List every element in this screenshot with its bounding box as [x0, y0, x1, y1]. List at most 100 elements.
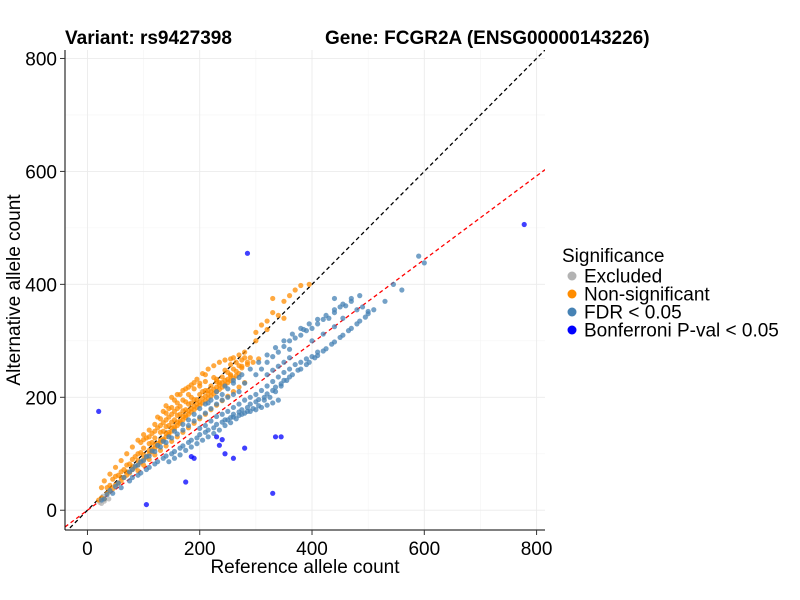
data-point	[228, 420, 234, 426]
data-point	[365, 308, 371, 315]
data-point	[244, 361, 251, 368]
data-point	[121, 474, 127, 481]
data-point	[197, 414, 203, 420]
chart-title-variant: Variant: rs9427398	[65, 28, 232, 49]
data-point	[258, 322, 265, 328]
data-point	[140, 431, 147, 438]
data-point	[261, 397, 267, 403]
data-point	[239, 365, 245, 371]
data-point	[199, 437, 206, 443]
data-point	[155, 414, 161, 420]
data-point	[199, 370, 206, 377]
data-point	[247, 401, 253, 407]
data-point	[340, 332, 346, 338]
data-point	[270, 295, 276, 302]
data-point	[197, 399, 203, 405]
data-point	[211, 363, 217, 369]
data-point	[126, 469, 133, 475]
data-point	[208, 389, 214, 395]
data-point	[228, 356, 234, 362]
data-point	[107, 471, 113, 477]
reference-line	[66, 50, 545, 530]
data-point	[129, 474, 135, 481]
data-point	[180, 387, 186, 394]
data-point	[166, 459, 172, 465]
data-point	[236, 401, 242, 407]
data-point	[298, 282, 304, 289]
data-point	[160, 408, 166, 415]
data-point	[199, 389, 206, 395]
data-point	[160, 438, 166, 444]
data-point	[174, 419, 180, 425]
grid	[65, 50, 545, 530]
data-point	[146, 427, 152, 433]
data-point	[205, 366, 211, 372]
data-point	[197, 380, 203, 386]
data-point	[185, 408, 192, 414]
series-fdr-0-05	[98, 253, 427, 503]
data-point	[264, 318, 270, 324]
chart-title-gene: Gene: FCGR2A (ENSG00000143226)	[325, 28, 650, 49]
y-axis-title: Alternative allele count	[4, 194, 25, 386]
data-point	[216, 442, 222, 448]
data-point	[112, 464, 119, 470]
data-point	[278, 434, 284, 440]
data-point	[382, 298, 388, 304]
data-point	[222, 383, 228, 389]
data-point	[286, 355, 293, 361]
data-point	[286, 346, 293, 352]
data-point	[390, 281, 397, 287]
data-point	[298, 359, 304, 365]
data-point	[188, 437, 194, 443]
data-point	[256, 359, 262, 365]
data-point	[264, 383, 270, 389]
data-point	[250, 405, 256, 412]
legend: Significance ExcludedNon-significantFDR …	[562, 246, 779, 342]
data-point	[281, 338, 287, 344]
data-point	[286, 338, 293, 344]
data-point	[275, 349, 281, 355]
data-point	[96, 408, 102, 415]
data-point	[202, 393, 208, 399]
data-point	[281, 359, 287, 365]
data-point	[174, 391, 180, 398]
data-point	[247, 355, 253, 361]
data-point	[272, 434, 279, 440]
data-point	[143, 501, 150, 508]
data-point	[289, 331, 295, 337]
data-point	[213, 413, 220, 420]
data-point	[155, 442, 161, 448]
data-point	[183, 447, 189, 453]
data-point	[298, 332, 304, 338]
legend-key	[567, 271, 577, 281]
data-point	[138, 470, 144, 476]
data-point	[281, 369, 287, 376]
data-point	[239, 372, 245, 378]
data-point	[247, 394, 253, 400]
data-point	[106, 496, 112, 502]
data-point	[213, 384, 220, 390]
data-point	[143, 453, 150, 460]
data-point	[348, 295, 354, 302]
data-point	[104, 491, 110, 498]
data-point	[216, 427, 222, 433]
data-point	[98, 497, 105, 503]
data-point	[188, 444, 194, 450]
data-point	[315, 321, 321, 327]
data-point	[180, 397, 186, 403]
data-point	[222, 422, 228, 429]
legend-label: Non-significant	[584, 285, 710, 306]
data-point	[236, 384, 242, 390]
data-point	[124, 451, 130, 457]
data-point	[219, 411, 225, 417]
data-point	[286, 366, 293, 372]
data-point	[331, 339, 338, 345]
data-point	[155, 459, 161, 465]
legend-key	[567, 325, 577, 335]
data-point	[202, 422, 208, 429]
data-point	[281, 298, 287, 304]
data-point	[340, 301, 346, 307]
data-point	[149, 448, 155, 454]
data-point	[267, 394, 273, 400]
